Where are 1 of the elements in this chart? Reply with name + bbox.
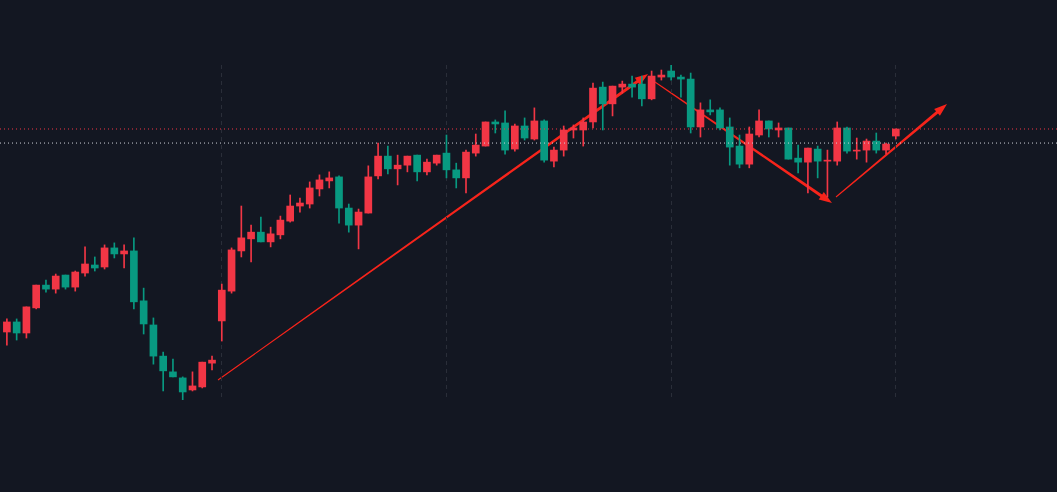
candlestick xyxy=(247,224,255,263)
